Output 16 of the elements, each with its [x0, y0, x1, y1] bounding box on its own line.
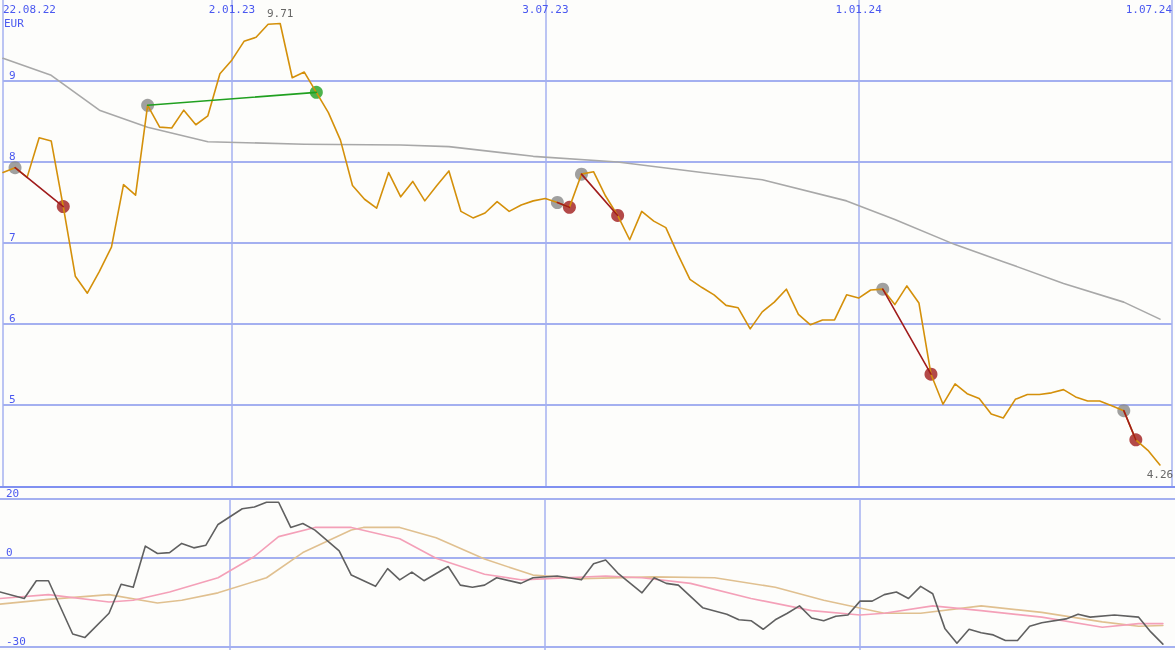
y-tick-label: 5 — [9, 393, 16, 406]
x-tick-label: 22.08.22 — [3, 3, 56, 16]
x-tick-label: 2.01.23 — [208, 3, 256, 16]
y-tick-label: 6 — [9, 312, 16, 325]
y-axis-title: EUR — [4, 17, 25, 30]
y-tick-label: 9 — [9, 69, 16, 82]
x-tick-label: 1.07.24 — [1125, 3, 1173, 16]
annotation: 9.71 — [266, 7, 294, 21]
annotation: 4.26 — [1146, 467, 1174, 481]
y-tick-label: 0 — [6, 546, 13, 560]
x-tick-label: 1.01.24 — [835, 3, 883, 16]
y-tick-label: -30 — [6, 635, 26, 649]
y-tick-label: 20 — [6, 487, 20, 500]
y-tick-label: 7 — [9, 231, 16, 244]
y-tick-label: 8 — [9, 150, 16, 163]
x-tick-label: 3.07.23 — [522, 3, 569, 16]
